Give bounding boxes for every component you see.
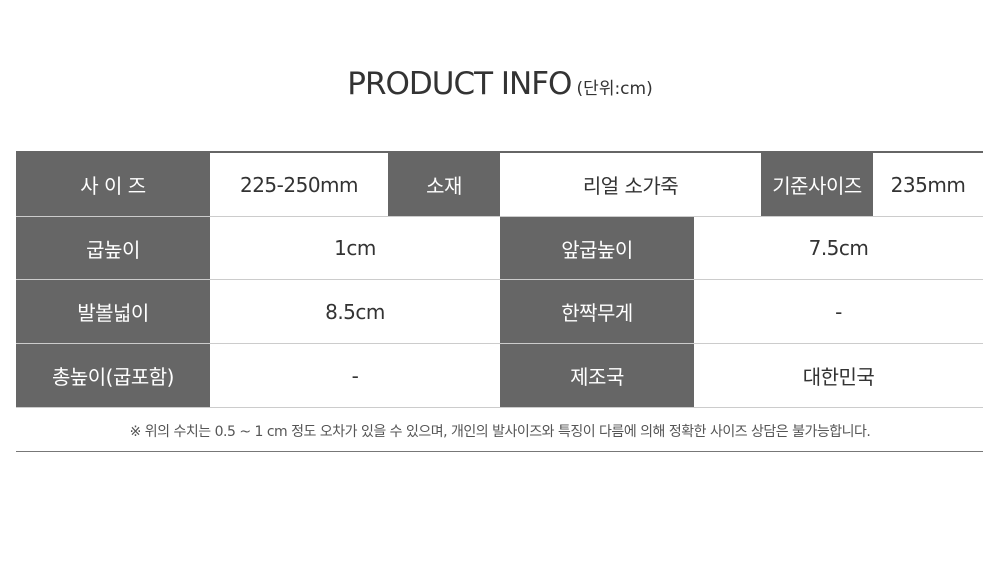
material-label: 소재 [388,153,500,216]
total-height-value: - [210,344,500,407]
heel-height-value: 1cm [210,217,500,279]
row-divider [16,216,983,217]
size-value: 225-250mm [210,153,388,216]
origin-value: 대한민국 [694,344,983,407]
title-main: PRODUCT INFO [347,66,572,102]
origin-label: 제조국 [500,344,694,407]
weight-label: 한짝무게 [500,280,694,343]
bottom-divider [16,451,983,452]
heel-height-label: 굽높이 [16,217,210,279]
foot-width-label: 발볼넓이 [16,280,210,343]
weight-value: - [694,280,983,343]
row-divider [16,407,983,408]
total-height-label: 총높이(굽포함) [16,344,210,407]
front-heel-value: 7.5cm [694,217,983,279]
size-label: 사 이 즈 [16,153,210,216]
material-value: 리얼 소가죽 [500,153,761,216]
front-heel-label: 앞굽높이 [500,217,694,279]
title-unit: (단위:cm) [576,79,653,99]
disclaimer-note: ※ 위의 수치는 0.5 ~ 1 cm 정도 오차가 있을 수 있으며, 개인의… [129,424,871,440]
product-info-table: 사 이 즈 225-250mm 소재 리얼 소가죽 기준사이즈 235mm 굽높… [16,151,983,409]
row-divider [16,279,983,280]
row-divider [16,343,983,344]
page-title: PRODUCT INFO (단위:cm) [0,66,1000,102]
base-size-value: 235mm [873,153,983,216]
foot-width-value: 8.5cm [210,280,500,343]
base-size-label: 기준사이즈 [761,153,873,216]
